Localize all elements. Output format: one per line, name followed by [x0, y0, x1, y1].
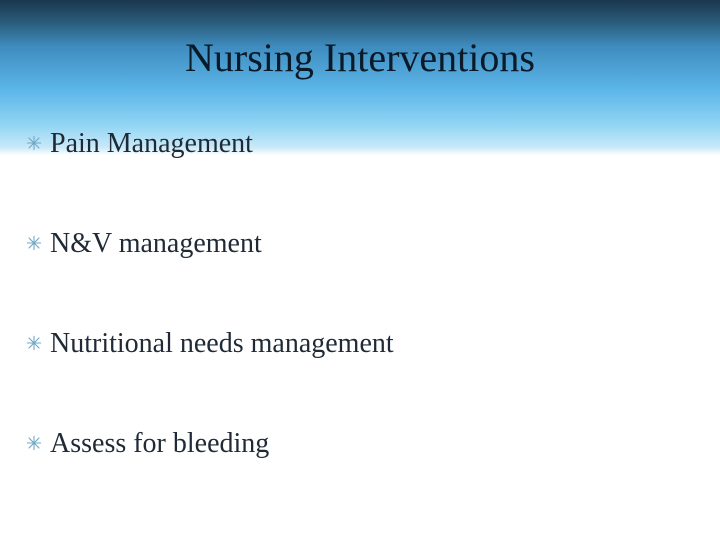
- bullet-list: Pain Management N&V management Nutrition…: [26, 128, 680, 460]
- bullet-text: Pain Management: [50, 128, 253, 160]
- bullet-text: Assess for bleeding: [50, 428, 269, 460]
- snowflake-icon: [26, 235, 42, 251]
- snowflake-icon: [26, 135, 42, 151]
- list-item: Pain Management: [26, 128, 680, 160]
- list-item: Assess for bleeding: [26, 428, 680, 460]
- list-item: N&V management: [26, 228, 680, 260]
- bullet-text: N&V management: [50, 228, 262, 260]
- snowflake-icon: [26, 335, 42, 351]
- slide: Nursing Interventions Pain Management N&…: [0, 0, 720, 540]
- bullet-text: Nutritional needs management: [50, 328, 394, 360]
- list-item: Nutritional needs management: [26, 328, 680, 360]
- snowflake-icon: [26, 435, 42, 451]
- slide-title: Nursing Interventions: [0, 34, 720, 81]
